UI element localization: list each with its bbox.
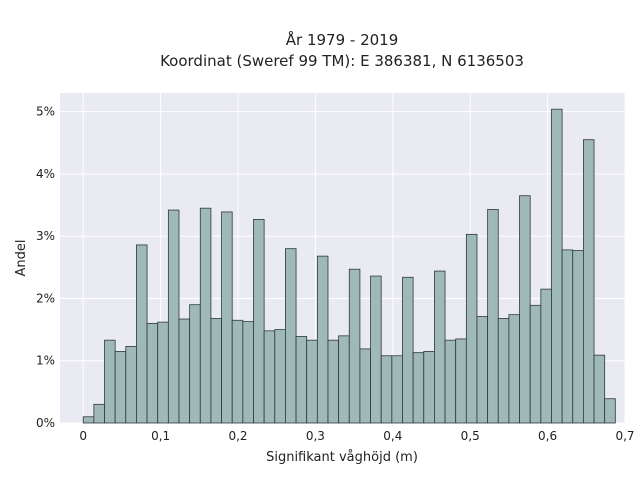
histogram-bar [104,339,116,424]
histogram-bar [593,354,606,424]
histogram-bar [412,352,425,424]
histogram-bar [604,398,616,424]
histogram-bar [274,329,286,424]
histogram-bar [125,346,137,424]
histogram-bar [444,339,457,424]
x-axis-ticks: 0 0,1 0,2 0,3 0,4 0,5 0,6 0,7 [79,429,634,443]
histogram-bar [561,249,574,424]
histogram-bar [519,195,531,424]
histogram-bar [582,139,595,424]
histogram-bar [359,348,371,424]
histogram-bar [210,317,222,424]
histogram-bar [402,276,414,424]
histogram-bar [465,233,478,424]
histogram-bar [551,108,563,424]
x-tick-label: 0,6 [538,429,557,443]
histogram-bar [199,207,212,424]
y-tick-label: 0% [36,416,55,430]
histogram-bar [434,270,446,424]
histogram-bar [380,355,393,424]
histogram-bar [529,304,542,424]
histogram-bar [221,211,233,424]
histogram-bar [189,304,201,424]
histogram-bar [316,255,329,424]
x-tick-label: 0,3 [306,429,325,443]
y-tick-label: 2% [36,291,55,305]
histogram-bar [508,314,520,424]
x-tick-label: 0,4 [383,429,402,443]
histogram-bar [391,355,403,424]
histogram-bar [348,268,361,424]
histogram-bar [263,330,276,424]
x-tick-label: 0,1 [151,429,170,443]
histogram-bar [370,275,382,424]
histogram-bar [306,339,318,424]
histogram-bar [82,416,95,424]
chart-title: År 1979 - 2019 [286,30,399,49]
histogram-bar [423,350,435,424]
x-tick-label: 0 [79,429,87,443]
histogram-bar [178,318,191,424]
histogram-bar [285,248,297,424]
bars-group [82,108,616,424]
histogram-bar [167,209,180,424]
x-axis-label: Signifikant våghöjd (m) [266,450,418,465]
histogram-bar [146,322,159,424]
histogram-bar [487,209,499,424]
histogram-bar [455,338,467,424]
histogram-bar [93,403,105,424]
x-tick-label: 0,7 [615,429,634,443]
y-tick-label: 1% [36,354,55,368]
y-axis-ticks: 0% 1% 2% 3% 4% 5% [36,105,55,430]
y-axis-label: Andel [14,240,29,277]
y-tick-label: 3% [36,229,55,243]
histogram-bar [540,288,552,424]
histogram-bar [136,244,148,424]
histogram-bar [497,317,510,424]
x-tick-label: 0,2 [228,429,247,443]
histogram-bar [242,321,254,424]
histogram-bar [157,321,169,424]
histogram-bar [253,218,265,424]
histogram-bar [476,316,489,424]
histogram-bar [114,350,127,424]
histogram-bar [295,336,308,424]
histogram-bar [338,335,350,424]
histogram-bar [572,250,584,424]
x-tick-label: 0,5 [461,429,480,443]
histogram-bar [231,319,244,424]
y-tick-label: 5% [36,105,55,119]
chart-subtitle: Koordinat (Sweref 99 TM): E 386381, N 61… [160,52,524,70]
histogram-bar [327,339,340,424]
y-tick-label: 4% [36,167,55,181]
